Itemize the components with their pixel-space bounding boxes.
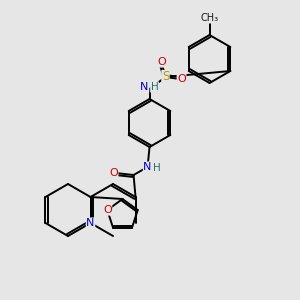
Text: N: N	[140, 82, 149, 92]
Text: CH₃: CH₃	[200, 13, 219, 23]
Text: O: O	[177, 74, 186, 84]
Text: N: N	[143, 162, 152, 172]
Text: O: O	[103, 205, 112, 215]
Text: O: O	[109, 168, 118, 178]
Text: S: S	[162, 70, 169, 83]
Text: H: H	[153, 163, 160, 173]
Text: N: N	[86, 218, 95, 228]
Text: H: H	[151, 82, 158, 92]
Text: O: O	[157, 57, 166, 67]
